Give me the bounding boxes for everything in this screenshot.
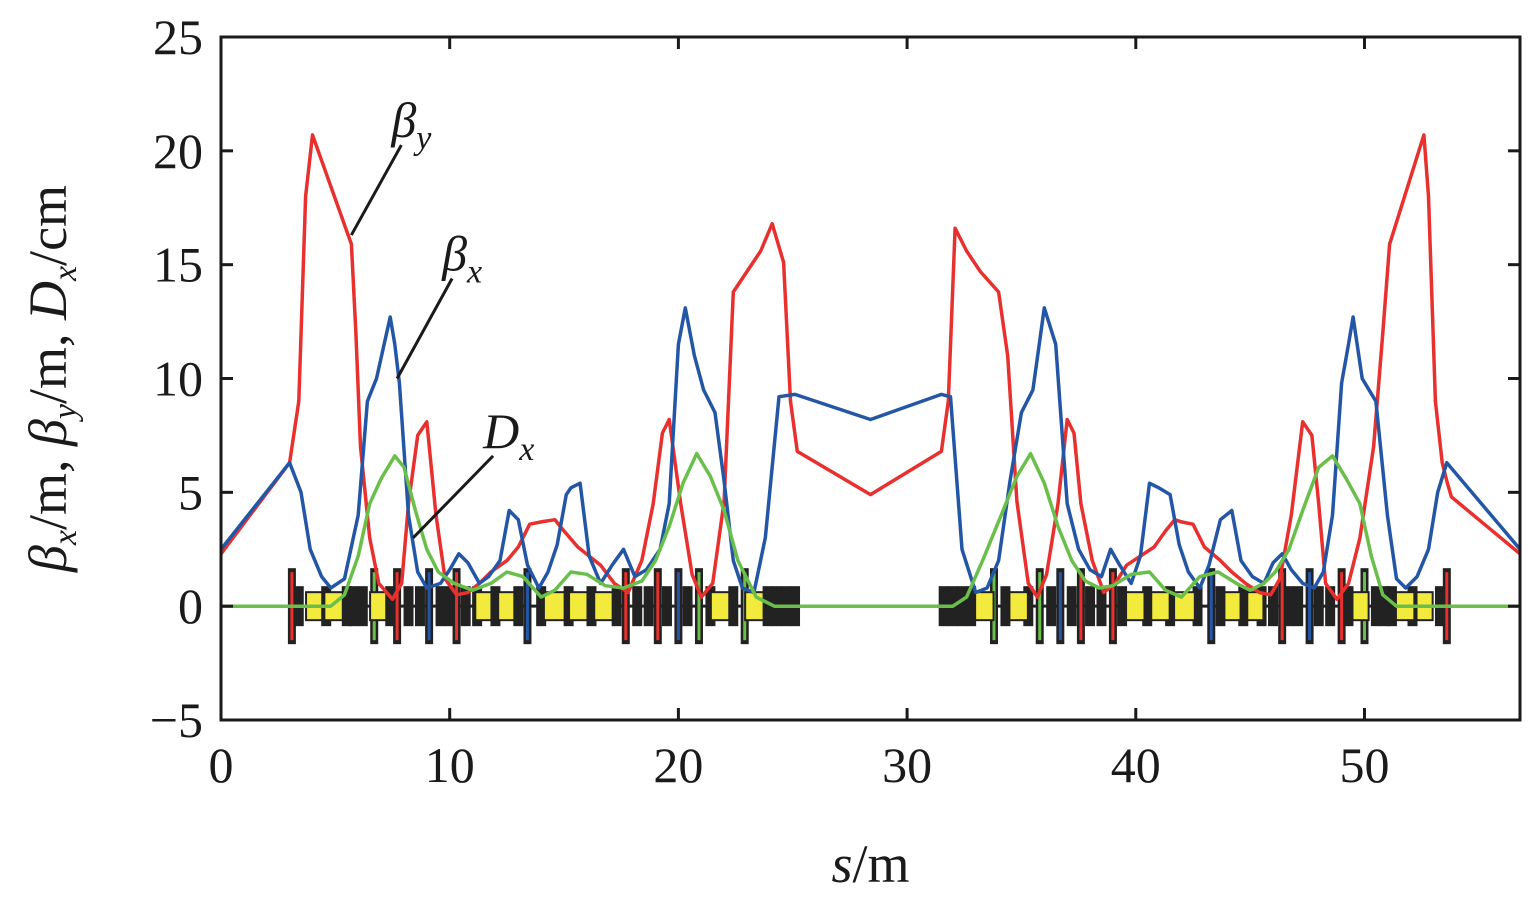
magnet-element xyxy=(341,586,352,627)
x-tick-label: 50 xyxy=(1339,737,1389,793)
quadrupole-stripe xyxy=(1038,572,1042,641)
magnet-element xyxy=(728,586,739,627)
magnet-element xyxy=(1000,586,1011,627)
quadrupole-stripe xyxy=(676,572,680,641)
magnet-element xyxy=(357,586,368,627)
magnet-element xyxy=(1096,586,1107,627)
y-tick-label: 10 xyxy=(153,351,203,407)
quadrupole-stripe xyxy=(1058,572,1062,641)
y-tick-label: 5 xyxy=(178,464,203,520)
x-tick-label: 20 xyxy=(653,737,703,793)
quadrupole-stripe xyxy=(697,572,701,641)
magnet-element xyxy=(1343,586,1354,627)
y-axis-label: βx/m, βy/m, Dx/cm xyxy=(18,185,84,573)
magnet-element xyxy=(1142,586,1153,627)
beta-y-curve xyxy=(219,133,1522,602)
x-tick-label: 40 xyxy=(1111,737,1161,793)
magnet-element xyxy=(611,586,622,627)
y-tick-label: 25 xyxy=(153,9,203,65)
magnet-element xyxy=(1085,586,1096,627)
magnet-element xyxy=(1370,586,1381,627)
quadrupole-stripe xyxy=(395,572,399,641)
magnet-element xyxy=(385,586,396,627)
magnet-element xyxy=(661,586,672,627)
annotation-leader-D-x xyxy=(412,454,495,539)
annotation-label-D-x: Dx xyxy=(482,403,534,468)
magnet-element xyxy=(414,586,425,627)
magnet-element xyxy=(460,586,471,627)
y-tick-label: 0 xyxy=(178,578,203,634)
annotations-group: βy βx Dx xyxy=(350,92,534,539)
magnet-element xyxy=(966,586,977,627)
magnet-element xyxy=(762,586,773,627)
quadrupole-stripe xyxy=(1079,572,1083,641)
annotation-label-beta-y: βy xyxy=(390,92,432,157)
magnet-element xyxy=(682,586,693,627)
quadrupole-stripe xyxy=(1209,572,1213,641)
magnet-element xyxy=(643,586,654,627)
magnet-element xyxy=(1066,586,1077,627)
magnet-element xyxy=(403,586,414,627)
magnet-element xyxy=(1380,586,1391,627)
magnet-element xyxy=(1386,586,1397,627)
dipole-magnet xyxy=(542,591,567,622)
quadrupole-stripe xyxy=(1111,572,1115,641)
magnet-element xyxy=(490,586,501,627)
quadrupole-stripe xyxy=(624,572,628,641)
magnet-element xyxy=(1284,586,1295,627)
x-tick-label: 10 xyxy=(425,737,475,793)
magnet-element xyxy=(348,586,359,627)
magnet-element xyxy=(1293,586,1304,627)
magnet-element xyxy=(1268,586,1279,627)
magnet-element xyxy=(1238,586,1249,627)
x-axis-label: s/m xyxy=(831,834,909,894)
magnet-element xyxy=(1325,586,1336,627)
quadrupole-stripe xyxy=(427,572,431,641)
magnet-element xyxy=(1215,586,1226,627)
magnet-element xyxy=(1192,586,1203,627)
magnet-element xyxy=(1046,586,1057,627)
annotation-leader-beta-y xyxy=(350,144,403,236)
magnet-element xyxy=(956,586,967,627)
magnet-element xyxy=(586,586,597,627)
beta-x-curve xyxy=(219,306,1522,595)
quadrupole-stripe xyxy=(1308,572,1312,641)
quadrupole-stripe xyxy=(1340,572,1344,641)
annotation-leader-beta-x xyxy=(395,277,454,380)
quadrupole-stripe xyxy=(656,572,660,641)
y-tick-label: 15 xyxy=(153,237,203,293)
y-tick-label: 20 xyxy=(153,123,203,179)
magnet-element xyxy=(513,586,524,627)
curves-group xyxy=(219,133,1522,608)
magnet-element xyxy=(435,586,446,627)
magnet-element xyxy=(1313,586,1324,627)
magnet-element xyxy=(536,586,547,627)
y-tick-label: −5 xyxy=(150,692,203,748)
magnet-element xyxy=(632,586,643,627)
quadrupole-stripe xyxy=(525,572,529,641)
x-tick-label: 0 xyxy=(209,737,234,793)
x-tick-label: 30 xyxy=(882,737,932,793)
annotation-label-beta-x: βx xyxy=(441,226,482,291)
magnet-element xyxy=(444,586,455,627)
quadrupole-stripe xyxy=(455,572,459,641)
quadrupole-stripe xyxy=(1280,572,1284,641)
D-x-curve xyxy=(221,451,1520,608)
magnet-element xyxy=(1117,586,1128,627)
